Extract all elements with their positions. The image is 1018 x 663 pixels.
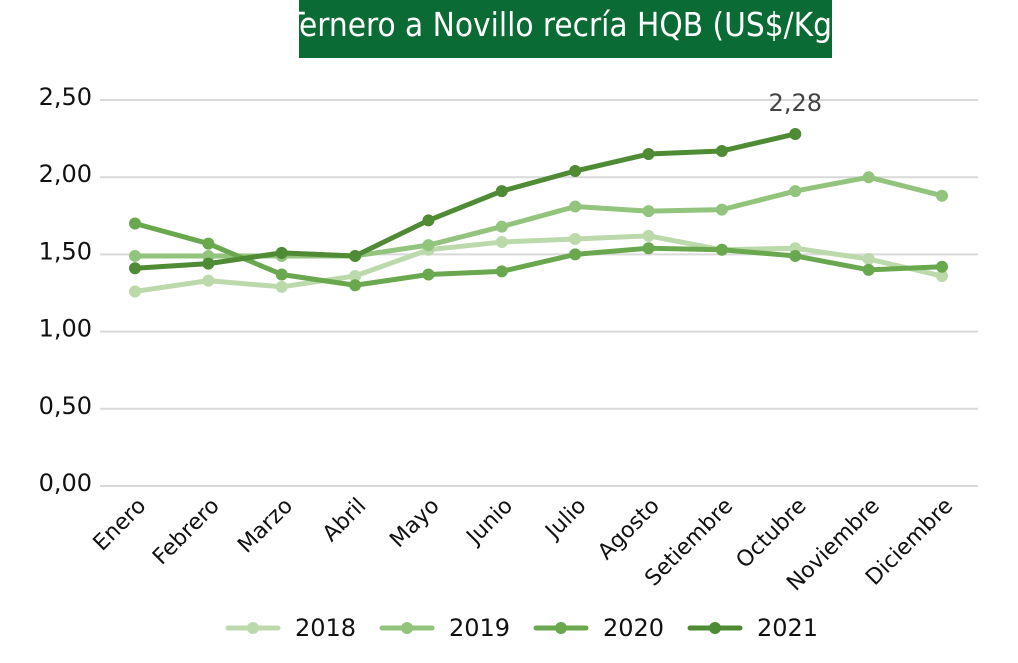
point-2021-marzo [275, 246, 288, 259]
legend-item-2021: 2021 [687, 614, 818, 642]
series-line-2019 [132, 174, 945, 259]
legend-item-2020: 2020 [533, 614, 664, 642]
y-axis: 0,00 0,50 1,00 1,50 2,00 2,50 [39, 83, 92, 497]
legend-marker-2019 [401, 622, 413, 634]
series-line-2020 [132, 221, 945, 288]
point-2018-marzo [275, 280, 288, 293]
series-layer [129, 127, 948, 298]
data-label-2021-octubre: 2,28 [769, 89, 822, 117]
legend-marker-2018 [247, 622, 259, 634]
series-2019 [129, 171, 948, 262]
point-2020-mayo [422, 268, 435, 281]
legend-item-2019: 2019 [379, 614, 510, 642]
point-2019-julio [569, 200, 582, 213]
point-2019-agosto [642, 205, 655, 218]
point-2020-junio [495, 265, 508, 278]
x-tick-label-5: Junio [461, 494, 518, 551]
point-2018-diciembre [936, 270, 948, 283]
series-line-2018 [132, 233, 945, 294]
point-2021-febrero [202, 257, 215, 270]
point-2018-agosto [642, 229, 655, 242]
point-2018-junio [495, 236, 508, 249]
chart-title-background [299, 0, 832, 58]
point-2020-octubre [789, 249, 802, 262]
point-2019-mayo [422, 239, 435, 252]
y-tick-label-3: 1,50 [39, 237, 92, 265]
point-2021-agosto [642, 148, 655, 161]
point-2018-febrero [202, 274, 215, 287]
point-2020-julio [569, 248, 582, 261]
point-2020-abril [349, 279, 362, 292]
legend-label-2018: 2018 [295, 614, 356, 642]
point-2021-mayo [422, 214, 435, 227]
point-2020-agosto [642, 242, 655, 255]
x-tick-label-6: Julio [540, 494, 592, 546]
y-tick-label-0: 0,00 [39, 469, 92, 497]
point-2020-enero [129, 217, 141, 230]
x-tick-label-3: Abril [318, 494, 371, 547]
chart-title: Ternero a Novillo recría HQB (US$/Kg) [285, 5, 843, 44]
x-tick-label-0: Enero [89, 494, 152, 557]
point-2019-diciembre [936, 189, 948, 202]
point-2021-enero [129, 262, 141, 275]
point-2018-julio [569, 232, 582, 245]
point-2020-marzo [275, 268, 288, 281]
point-2018-noviembre [862, 253, 875, 266]
x-tick-label-4: Mayo [385, 494, 444, 553]
y-tick-label-5: 2,50 [39, 83, 92, 111]
legend: 2018 2019 2020 2021 [225, 614, 818, 642]
legend-label-2021: 2021 [757, 614, 818, 642]
y-tick-label-2: 1,00 [39, 315, 92, 343]
point-2020-noviembre [862, 263, 875, 276]
x-tick-label-2: Marzo [233, 494, 298, 559]
point-2018-enero [129, 285, 141, 298]
point-2019-setiembre [715, 203, 728, 216]
x-tick-label-1: Febrero [148, 494, 224, 570]
point-2019-junio [495, 220, 508, 233]
point-2020-setiembre [715, 243, 728, 256]
y-tick-label-4: 2,00 [39, 160, 92, 188]
point-2020-febrero [202, 237, 215, 250]
legend-label-2020: 2020 [603, 614, 664, 642]
point-2021-setiembre [715, 144, 728, 157]
point-2021-abril [349, 249, 362, 262]
point-2019-enero [129, 249, 141, 262]
point-2021-octubre [789, 127, 802, 140]
legend-item-2018: 2018 [225, 614, 356, 642]
point-2020-diciembre [936, 260, 948, 273]
point-2019-noviembre [862, 171, 875, 184]
point-2019-octubre [789, 185, 802, 198]
series-2021 [129, 127, 802, 275]
legend-label-2019: 2019 [449, 614, 510, 642]
series-2020 [129, 217, 948, 292]
annotations: 2,28 [769, 89, 822, 117]
legend-marker-2020 [555, 622, 567, 634]
gridlines [100, 99, 978, 487]
chart-title-banner: Ternero a Novillo recría HQB (US$/Kg) [285, 0, 844, 58]
series-line-2021 [132, 131, 798, 271]
point-2018-abril [349, 270, 362, 283]
legend-marker-2021 [709, 622, 721, 634]
point-2021-julio [569, 165, 582, 178]
y-tick-label-1: 0,50 [39, 392, 92, 420]
x-tick-label-7: Agosto [593, 494, 664, 565]
point-2021-junio [495, 185, 508, 198]
